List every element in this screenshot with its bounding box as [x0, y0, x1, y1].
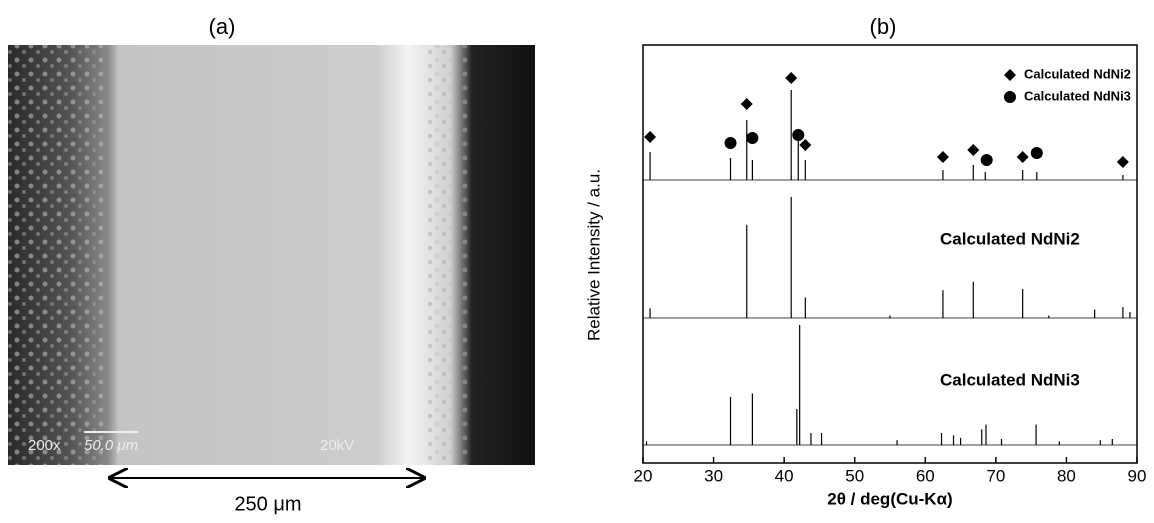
- diamond-marker: [936, 151, 949, 163]
- voltage: 20kV: [320, 437, 354, 454]
- sem-texture: [425, 45, 470, 465]
- y-axis-title: Relative Intensity / a.u.: [584, 169, 603, 341]
- panel-label: (a): [209, 14, 236, 39]
- pattern-label: Calculated NdNi3: [940, 370, 1080, 389]
- x-tick-label: 40: [775, 466, 794, 485]
- circle-marker: [1030, 147, 1043, 159]
- circle-marker: [746, 132, 759, 144]
- x-axis-title: 2θ / deg(Cu-Kα): [827, 489, 952, 508]
- panel-label: (b): [870, 14, 897, 39]
- x-tick-label: 20: [634, 466, 653, 485]
- diamond-marker: [1016, 151, 1029, 163]
- x-tick-label: 70: [986, 466, 1005, 485]
- circle-marker: [792, 129, 805, 141]
- scale-bar-label: 50.0 μm: [84, 437, 138, 454]
- diamond-marker: [644, 131, 657, 143]
- circle-marker: [724, 137, 737, 149]
- width-label: 250 μm: [234, 493, 301, 515]
- diamond-marker: [785, 72, 798, 84]
- pattern-label: Calculated NdNi2: [940, 229, 1080, 248]
- circle-marker: [980, 154, 993, 166]
- x-tick-label: 80: [1057, 466, 1076, 485]
- diamond-marker: [740, 98, 753, 110]
- magnification: 200x: [28, 437, 61, 454]
- legend-label: Calculated NdNi2: [1024, 66, 1131, 81]
- x-tick-label: 90: [1128, 466, 1147, 485]
- legend-symbol: [1004, 69, 1016, 81]
- diamond-marker: [799, 139, 812, 151]
- diamond-marker: [1116, 156, 1129, 168]
- x-tick-label: 60: [916, 466, 935, 485]
- legend-symbol: [1004, 91, 1016, 103]
- plot-frame: [642, 44, 1138, 464]
- legend-label: Calculated NdNi3: [1024, 88, 1131, 103]
- sem-texture: [8, 45, 103, 465]
- diamond-marker: [967, 144, 980, 156]
- x-tick-label: 30: [704, 466, 723, 485]
- x-tick-label: 50: [845, 466, 864, 485]
